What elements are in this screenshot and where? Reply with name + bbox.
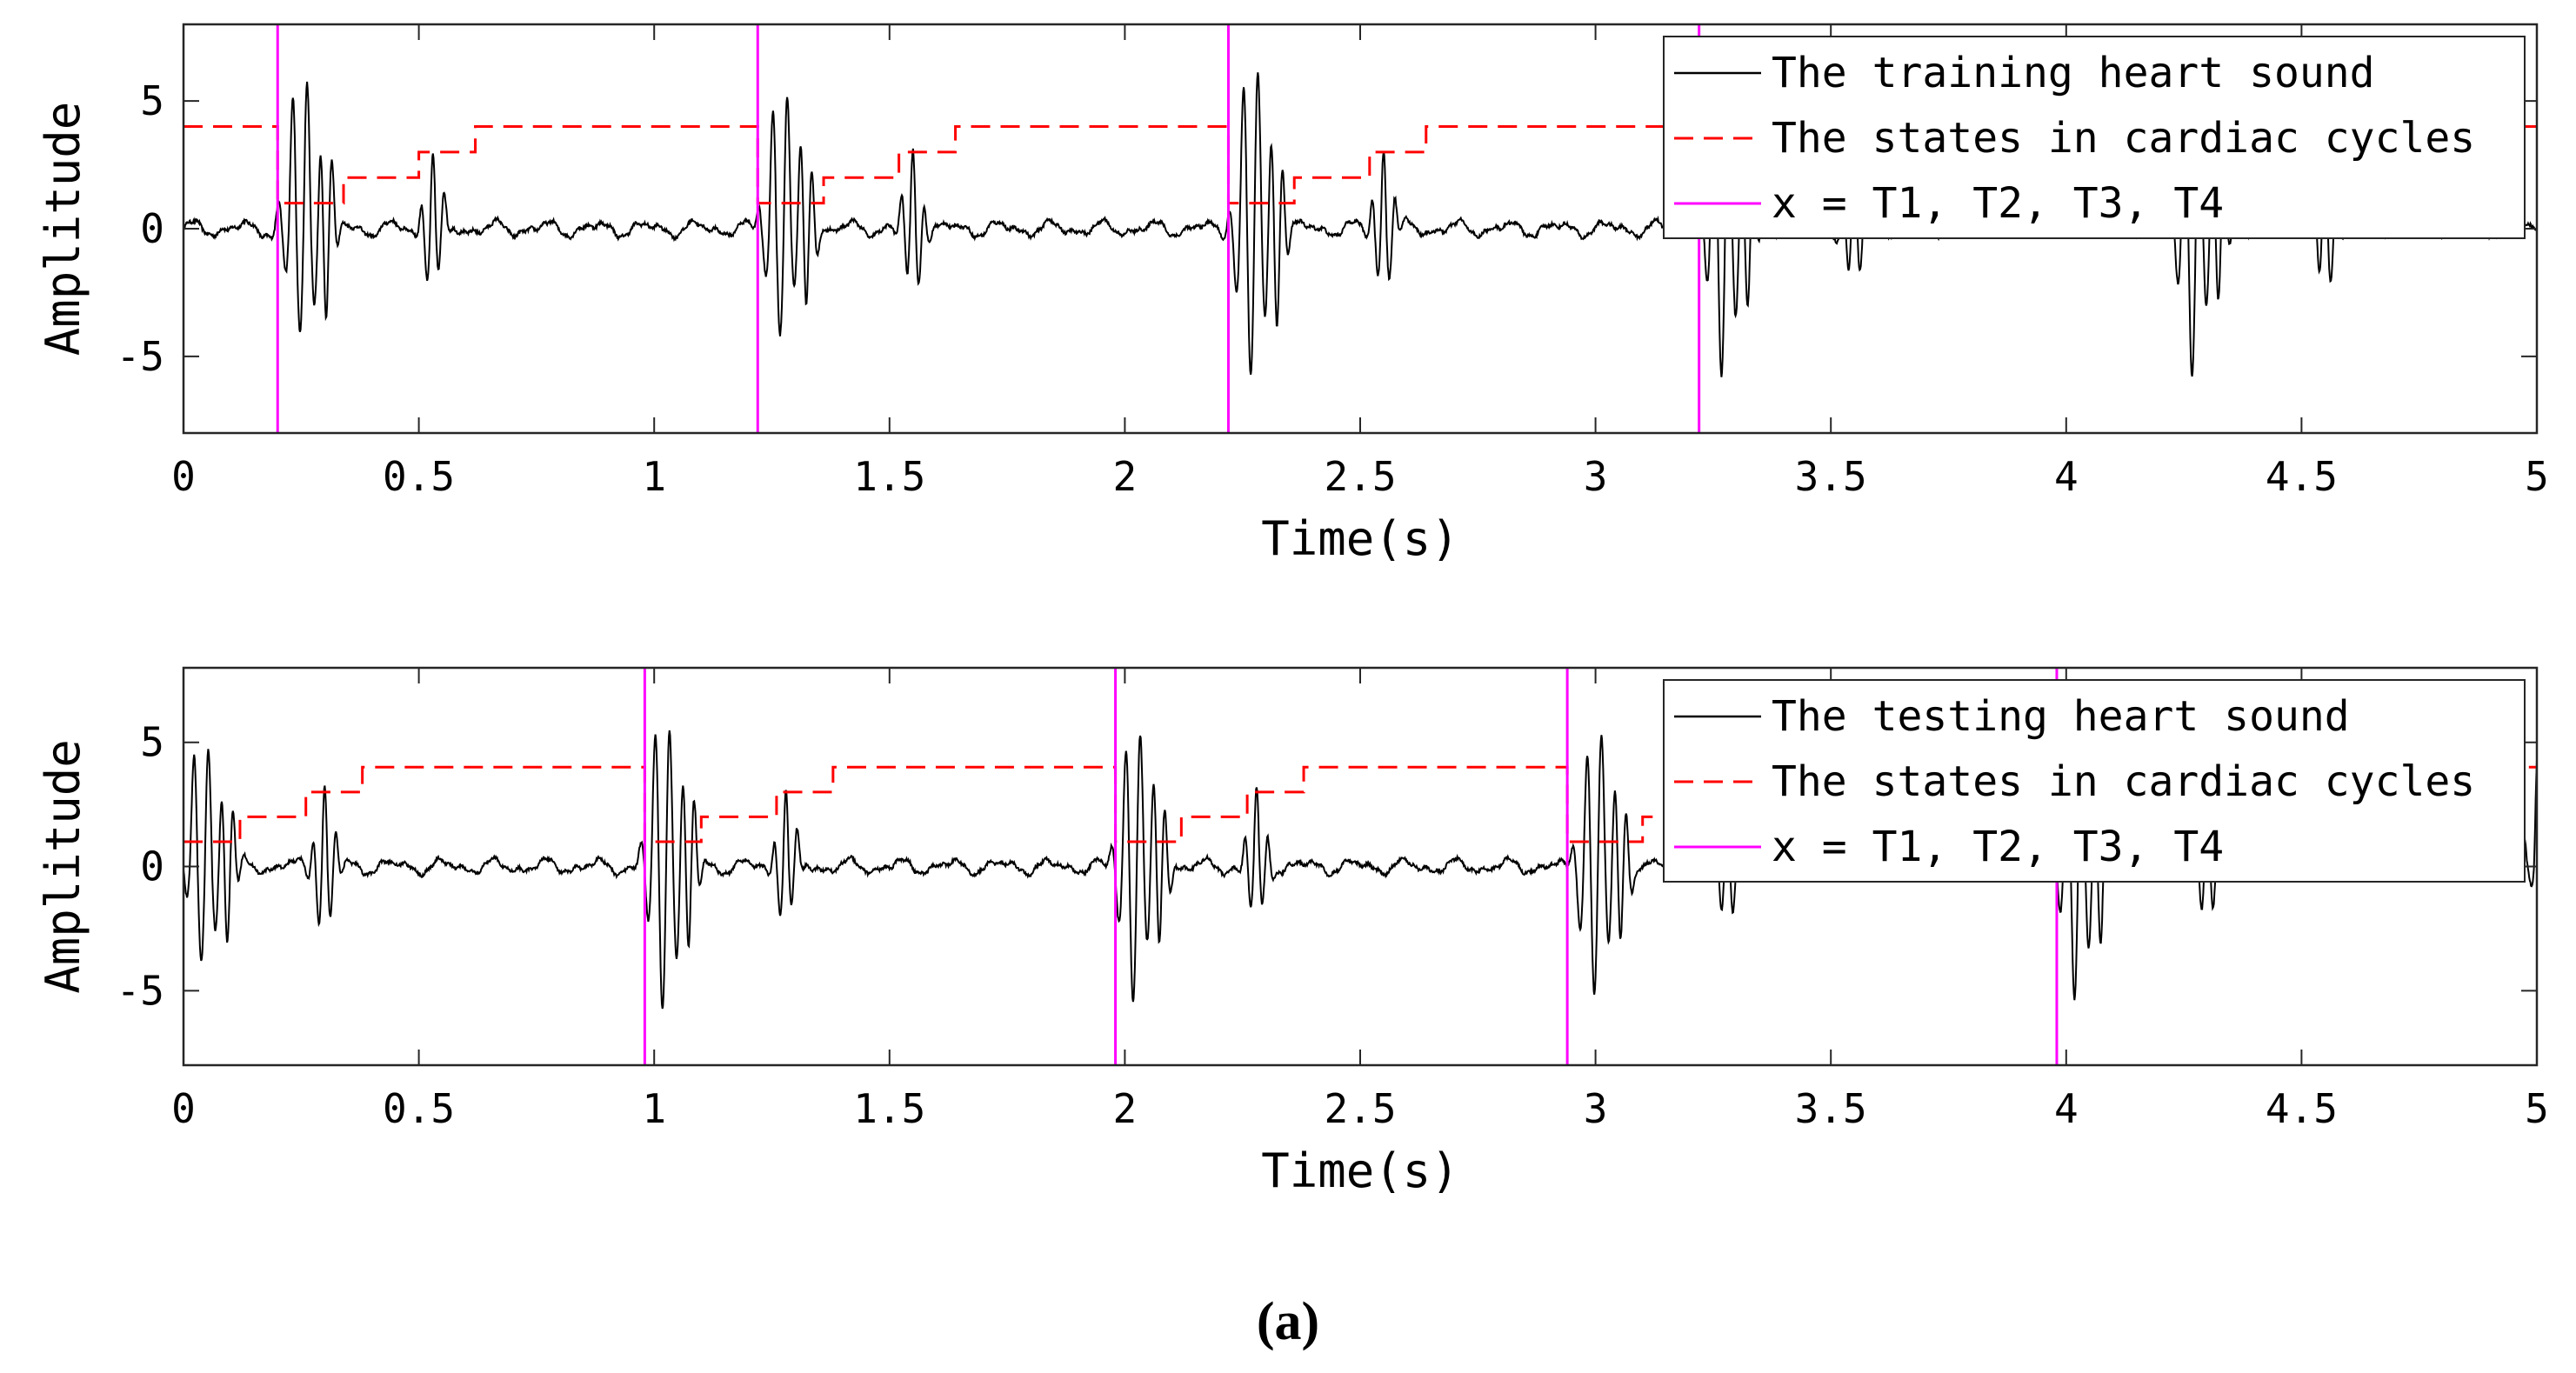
y-tick-label: 5 xyxy=(140,77,164,124)
legend-entry: x = T1, T2, T3, T4 xyxy=(1772,179,2224,228)
y-tick-label: 0 xyxy=(140,843,164,890)
y-axis-label: Amplitude xyxy=(36,739,90,994)
legend: The training heart sound The states in ca… xyxy=(1663,36,2526,239)
legend-entry: x = T1, T2, T3, T4 xyxy=(1772,823,2224,871)
legend-entry: The states in cardiac cycles xyxy=(1772,114,2475,163)
y-tick-label: -5 xyxy=(117,333,164,380)
x-tick-label: 0 xyxy=(171,453,196,500)
x-tick-label: 2.5 xyxy=(1324,1085,1396,1132)
x-tick-label: 3.5 xyxy=(1795,1085,1867,1132)
x-tick-label: 1.5 xyxy=(853,453,925,500)
x-tick-label: 4.5 xyxy=(2266,1085,2338,1132)
x-tick-label: 1 xyxy=(642,1085,666,1132)
x-tick-label: 3 xyxy=(1584,1085,1608,1132)
x-tick-label: 3.5 xyxy=(1795,453,1867,500)
x-axis-label: Time(s) xyxy=(1261,511,1459,566)
y-axis-label: Amplitude xyxy=(36,102,90,357)
x-axis-label: Time(s) xyxy=(1261,1143,1459,1198)
legend-entry: The testing heart sound xyxy=(1772,692,2350,741)
chart-panel-testing: 0 0.5 1 1.5 2 2.5 3 3.5 4 4.5 5 -5 0 5 Time(s) Amplitud… xyxy=(36,666,2549,1198)
legend-box xyxy=(1663,679,2526,883)
x-tick-label: 0 xyxy=(171,1085,196,1132)
x-tick-label: 2 xyxy=(1113,453,1138,500)
y-tick-label: 0 xyxy=(140,205,164,252)
x-tick-label: 5 xyxy=(2525,1085,2549,1132)
x-tick-label: 5 xyxy=(2525,453,2549,500)
y-tick-label: 5 xyxy=(140,719,164,766)
x-tick-label: 4.5 xyxy=(2266,453,2338,500)
y-tick-label: -5 xyxy=(117,967,164,1014)
x-tick-label: 4 xyxy=(2054,453,2079,500)
x-tick-label: 0.5 xyxy=(383,453,455,500)
x-tick-label: 1 xyxy=(642,453,666,500)
x-tick-label: 2.5 xyxy=(1324,453,1396,500)
x-tick-label: 3 xyxy=(1584,453,1608,500)
x-tick-label: 4 xyxy=(2054,1085,2079,1132)
figure-caption: (a) xyxy=(1257,1292,1319,1351)
x-tick-label: 0.5 xyxy=(383,1085,455,1132)
legend-entry: The training heart sound xyxy=(1772,49,2375,97)
legend: The testing heart sound The states in car… xyxy=(1663,679,2526,883)
chart-panel-training: 0 0.5 1 1.5 2 2.5 3 3.5 4 4.5 5 -5 0 5 Time(s) Amplitud… xyxy=(36,23,2549,566)
legend-entry: The states in cardiac cycles xyxy=(1772,757,2475,806)
legend-box xyxy=(1663,36,2526,239)
x-tick-label: 1.5 xyxy=(853,1085,925,1132)
x-tick-label: 2 xyxy=(1113,1085,1138,1132)
